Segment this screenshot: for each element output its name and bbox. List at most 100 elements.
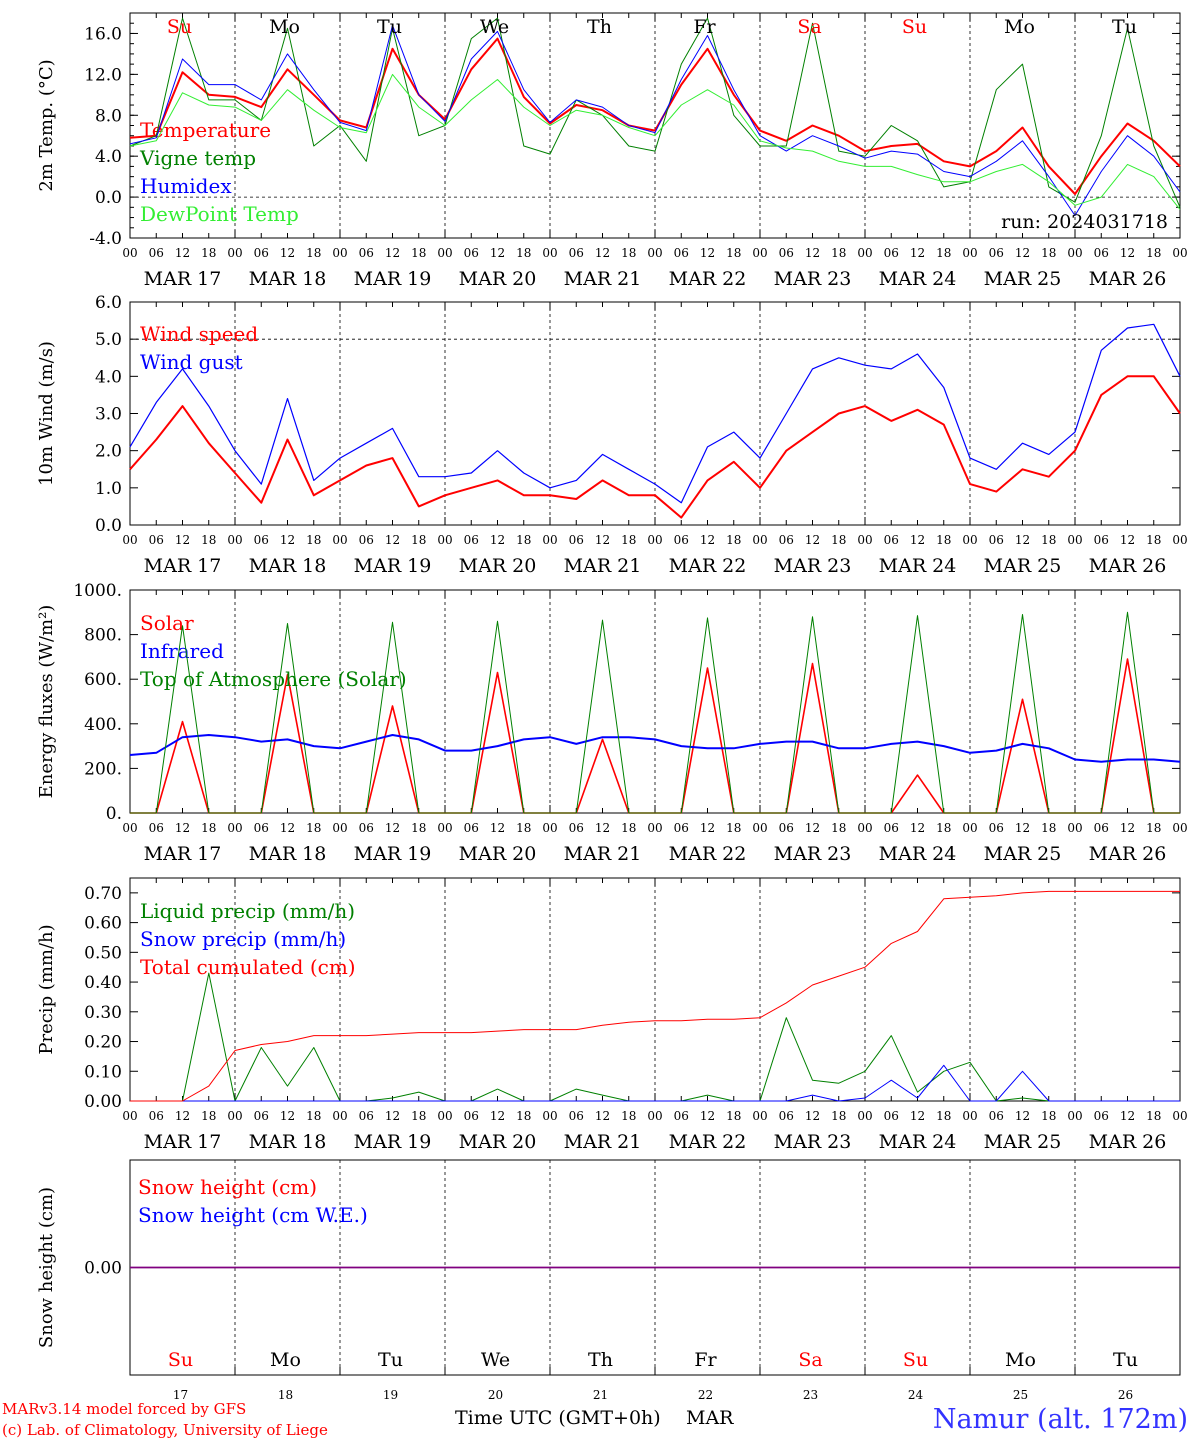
date-label: MAR 18 [249,1131,327,1153]
y-tick-label: 4.0 [95,367,122,387]
hour-tick-label: 00 [857,1109,872,1123]
legend-entry: Wind gust [140,350,243,374]
hour-tick-label: 06 [569,533,584,547]
hour-tick-label: 00 [437,246,452,260]
date-label: MAR 26 [1089,555,1167,577]
y-tick-label: 16.0 [84,24,122,44]
date-label: MAR 17 [144,555,222,577]
hour-tick-label: 12 [1120,1109,1135,1123]
hour-tick-label: 00 [332,821,347,835]
y-tick-label: 0.40 [84,973,122,993]
hour-tick-label: 06 [1094,821,1109,835]
hour-tick-label: 12 [910,821,925,835]
panel-frame [129,301,1181,526]
month-label: MAR [686,1407,734,1429]
hour-tick-label: 18 [1146,821,1161,835]
hour-tick-label: 06 [569,821,584,835]
weekday-label: We [480,16,509,38]
date-label: MAR 22 [669,1131,747,1153]
hour-tick-label: 12 [700,533,715,547]
date-label: MAR 19 [354,843,432,865]
day-number-label: 23 [803,1388,818,1402]
hour-tick-label: 06 [989,533,1004,547]
date-label: MAR 23 [774,555,852,577]
hour-tick-label: 00 [857,821,872,835]
hour-tick-label: 18 [936,821,951,835]
y-tick-label: 400. [84,715,122,735]
hour-tick-label: 12 [490,533,505,547]
hour-tick-label: 18 [411,821,426,835]
hour-tick-label: 00 [227,533,242,547]
hour-tick-label: 06 [254,533,269,547]
hour-tick-label: 06 [884,1109,899,1123]
hour-tick-label: 00 [542,246,557,260]
hour-tick-label: 12 [385,533,400,547]
y-axis-label: Energy fluxes (W/m²) [36,605,57,799]
y-tick-label: 0.50 [84,943,122,963]
date-label: MAR 19 [354,1131,432,1153]
hour-tick-label: 00 [1172,821,1187,835]
y-tick-label: 3.0 [95,405,122,425]
date-label: MAR 21 [564,1131,642,1153]
hour-tick-label: 00 [752,821,767,835]
y-tick-label: 6.0 [95,293,122,313]
legend-entry: Wind speed [140,322,258,346]
hour-tick-label: 00 [647,533,662,547]
series-line-green [130,611,1180,814]
legend-entry: Total cumulated (cm) [140,955,356,979]
hour-tick-label: 00 [437,533,452,547]
date-label: MAR 25 [984,555,1062,577]
hour-tick-label: 18 [831,533,846,547]
date-label: MAR 17 [144,843,222,865]
hour-tick-label: 18 [621,821,636,835]
hour-tick-label: 00 [542,1109,557,1123]
hour-tick-label: 06 [149,821,164,835]
run-label: run: 2024031718 [1001,211,1168,233]
hour-tick-label: 00 [647,246,662,260]
hour-tick-label: 12 [1015,1109,1030,1123]
hour-tick-label: 18 [726,533,741,547]
hour-tick-label: 18 [1041,533,1056,547]
hour-tick-label: 06 [569,1109,584,1123]
day-number-label: 25 [1013,1388,1028,1402]
hour-tick-label: 00 [1172,246,1187,260]
date-label: MAR 26 [1089,268,1167,290]
date-label: MAR 23 [774,843,852,865]
hour-tick-label: 00 [1067,821,1082,835]
date-label: MAR 19 [354,268,432,290]
hour-tick-label: 12 [805,1109,820,1123]
date-label: MAR 19 [354,555,432,577]
hour-tick-label: 06 [779,821,794,835]
y-tick-label: 8.0 [95,106,122,126]
date-label: MAR 24 [879,555,957,577]
hour-tick-label: 18 [516,1109,531,1123]
date-label: MAR 18 [249,555,327,577]
series-line-red [129,37,1181,195]
legend-entry: Snow precip (mm/h) [140,927,346,951]
y-tick-label: 12.0 [84,65,122,85]
hour-tick-label: 12 [700,821,715,835]
hour-tick-label: 06 [674,821,689,835]
hour-tick-label: 06 [359,533,374,547]
date-label: MAR 20 [459,843,537,865]
panel-4: 00 06 12 18 00 06 12 18 00 06 12 18 00 06 12 18 00 06 12 18… [36,877,1188,1153]
series-line-blue [129,24,1181,216]
y-tick-label: 0.60 [84,914,122,934]
weekday-label: Mo [1005,1349,1036,1371]
date-label: MAR 20 [459,1131,537,1153]
legend-entry: Top of Atmosphere (Solar) [140,667,407,691]
hour-tick-label: 06 [254,821,269,835]
hour-tick-label: 12 [1120,533,1135,547]
hour-tick-label: 12 [595,533,610,547]
hour-tick-label: 18 [306,821,321,835]
hour-tick-label: 06 [359,821,374,835]
date-label: MAR 20 [459,268,537,290]
legend-entry: Humidex [140,174,232,198]
hour-tick-label: 12 [490,246,505,260]
weekday-label: Su [168,1349,193,1371]
hour-tick-label: 12 [805,246,820,260]
hour-tick-label: 18 [726,1109,741,1123]
hour-tick-label: 00 [647,1109,662,1123]
weekday-label: Tu [1113,1349,1138,1371]
